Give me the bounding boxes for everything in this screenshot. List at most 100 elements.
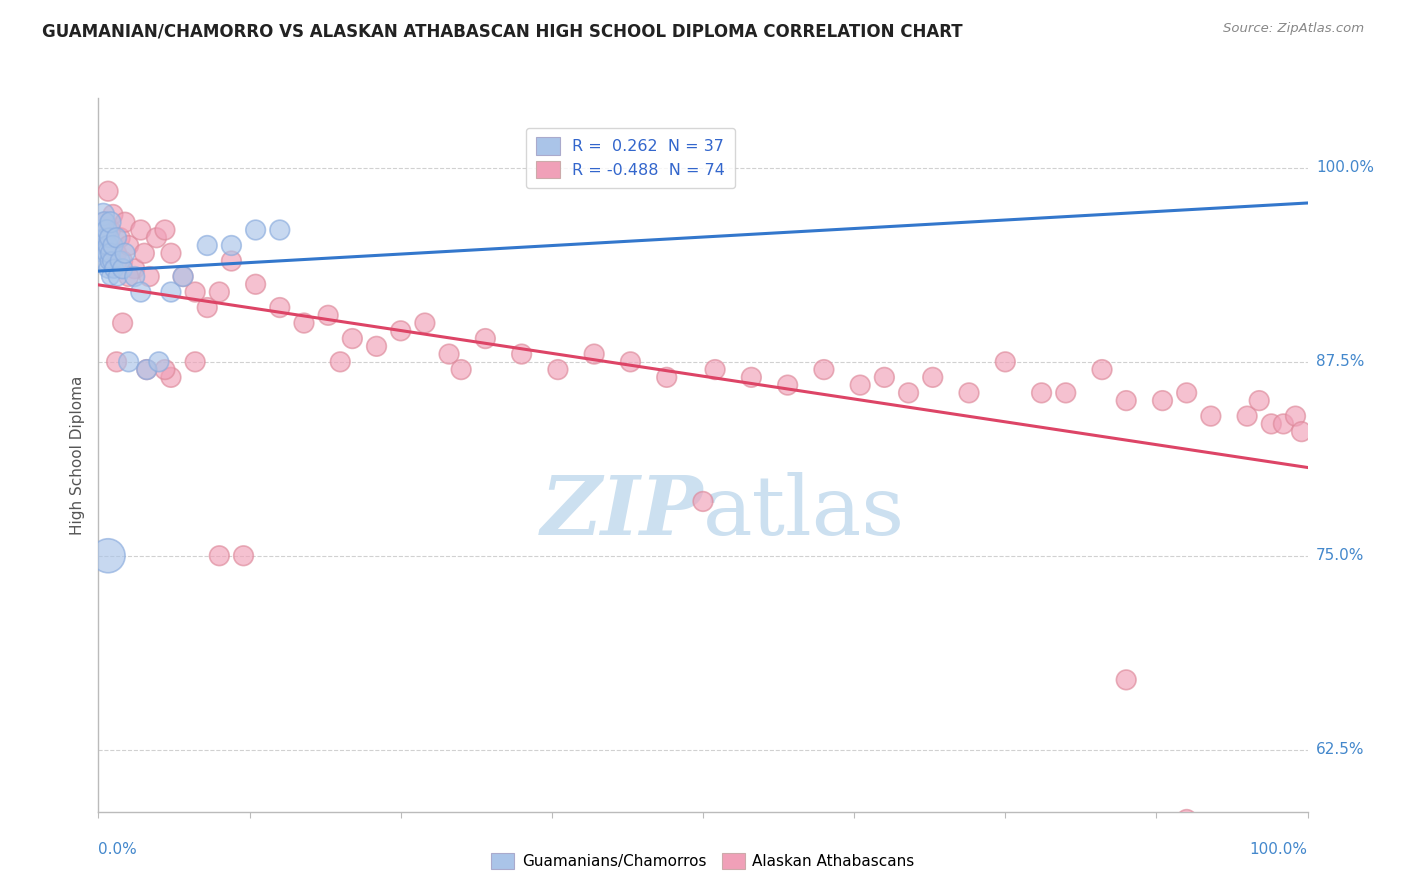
Point	[873, 370, 896, 384]
Text: 62.5%: 62.5%	[1316, 742, 1364, 757]
Point	[1260, 417, 1282, 431]
Point	[245, 223, 267, 237]
Point	[124, 261, 146, 276]
Point	[208, 285, 231, 299]
Point	[135, 362, 157, 376]
Point	[160, 370, 183, 384]
Point	[93, 215, 115, 229]
Point	[184, 355, 207, 369]
Text: 0.0%: 0.0%	[98, 842, 138, 857]
Legend: Guamanians/Chamorros, Alaskan Athabascans: Guamanians/Chamorros, Alaskan Athabascan…	[485, 847, 921, 875]
Point	[1115, 673, 1137, 687]
Point	[655, 370, 678, 384]
Point	[153, 223, 176, 237]
Point	[101, 207, 124, 221]
Point	[90, 223, 112, 237]
Point	[269, 301, 291, 315]
Point	[114, 246, 136, 260]
Text: ZIP: ZIP	[540, 472, 703, 552]
Point	[94, 231, 117, 245]
Point	[583, 347, 606, 361]
Point	[98, 254, 121, 268]
Point	[221, 238, 243, 252]
Point	[269, 223, 291, 237]
Point	[93, 215, 115, 229]
Point	[897, 385, 920, 400]
Point	[1199, 409, 1222, 424]
Point	[221, 254, 243, 268]
Point	[101, 238, 124, 252]
Point	[96, 223, 118, 237]
Point	[813, 362, 835, 376]
Point	[148, 355, 170, 369]
Text: 87.5%: 87.5%	[1316, 354, 1364, 369]
Point	[105, 355, 128, 369]
Point	[1291, 425, 1313, 439]
Point	[100, 269, 122, 284]
Point	[100, 215, 122, 229]
Point	[111, 254, 134, 268]
Point	[921, 370, 943, 384]
Point	[111, 261, 134, 276]
Point	[100, 254, 122, 268]
Point	[1175, 385, 1198, 400]
Point	[849, 378, 872, 392]
Point	[96, 246, 118, 260]
Point	[316, 308, 339, 322]
Point	[138, 269, 160, 284]
Point	[994, 355, 1017, 369]
Point	[172, 269, 194, 284]
Point	[413, 316, 436, 330]
Text: 100.0%: 100.0%	[1250, 842, 1308, 857]
Point	[1236, 409, 1258, 424]
Point	[1054, 385, 1077, 400]
Point	[776, 378, 799, 392]
Y-axis label: High School Diploma: High School Diploma	[70, 376, 86, 534]
Text: 100.0%: 100.0%	[1316, 161, 1374, 176]
Point	[1031, 385, 1053, 400]
Point	[342, 332, 364, 346]
Point	[107, 269, 129, 284]
Text: atlas: atlas	[703, 472, 905, 552]
Point	[93, 238, 115, 252]
Point	[692, 494, 714, 508]
Point	[957, 385, 980, 400]
Point	[91, 231, 114, 245]
Point	[547, 362, 569, 376]
Point	[153, 362, 176, 376]
Point	[105, 246, 128, 260]
Point	[100, 246, 122, 260]
Point	[114, 215, 136, 229]
Point	[129, 223, 152, 237]
Legend: R =  0.262  N = 37, R = -0.488  N = 74: R = 0.262 N = 37, R = -0.488 N = 74	[526, 128, 735, 188]
Point	[97, 238, 120, 252]
Point	[145, 231, 167, 245]
Text: GUAMANIAN/CHAMORRO VS ALASKAN ATHABASCAN HIGH SCHOOL DIPLOMA CORRELATION CHART: GUAMANIAN/CHAMORRO VS ALASKAN ATHABASCAN…	[42, 22, 963, 40]
Point	[292, 316, 315, 330]
Point	[97, 549, 120, 563]
Point	[389, 324, 412, 338]
Point	[1272, 417, 1295, 431]
Point	[134, 246, 156, 260]
Point	[97, 184, 120, 198]
Point	[118, 269, 141, 284]
Point	[105, 231, 128, 245]
Point	[98, 231, 121, 245]
Point	[619, 355, 641, 369]
Point	[160, 285, 183, 299]
Point	[103, 261, 125, 276]
Point	[1249, 393, 1271, 408]
Point	[195, 238, 218, 252]
Point	[111, 316, 134, 330]
Point	[118, 355, 141, 369]
Point	[1284, 409, 1306, 424]
Point	[450, 362, 472, 376]
Point	[94, 254, 117, 268]
Point	[208, 549, 231, 563]
Point	[329, 355, 352, 369]
Point	[108, 254, 131, 268]
Point	[1091, 362, 1114, 376]
Point	[232, 549, 254, 563]
Point	[160, 246, 183, 260]
Point	[100, 223, 122, 237]
